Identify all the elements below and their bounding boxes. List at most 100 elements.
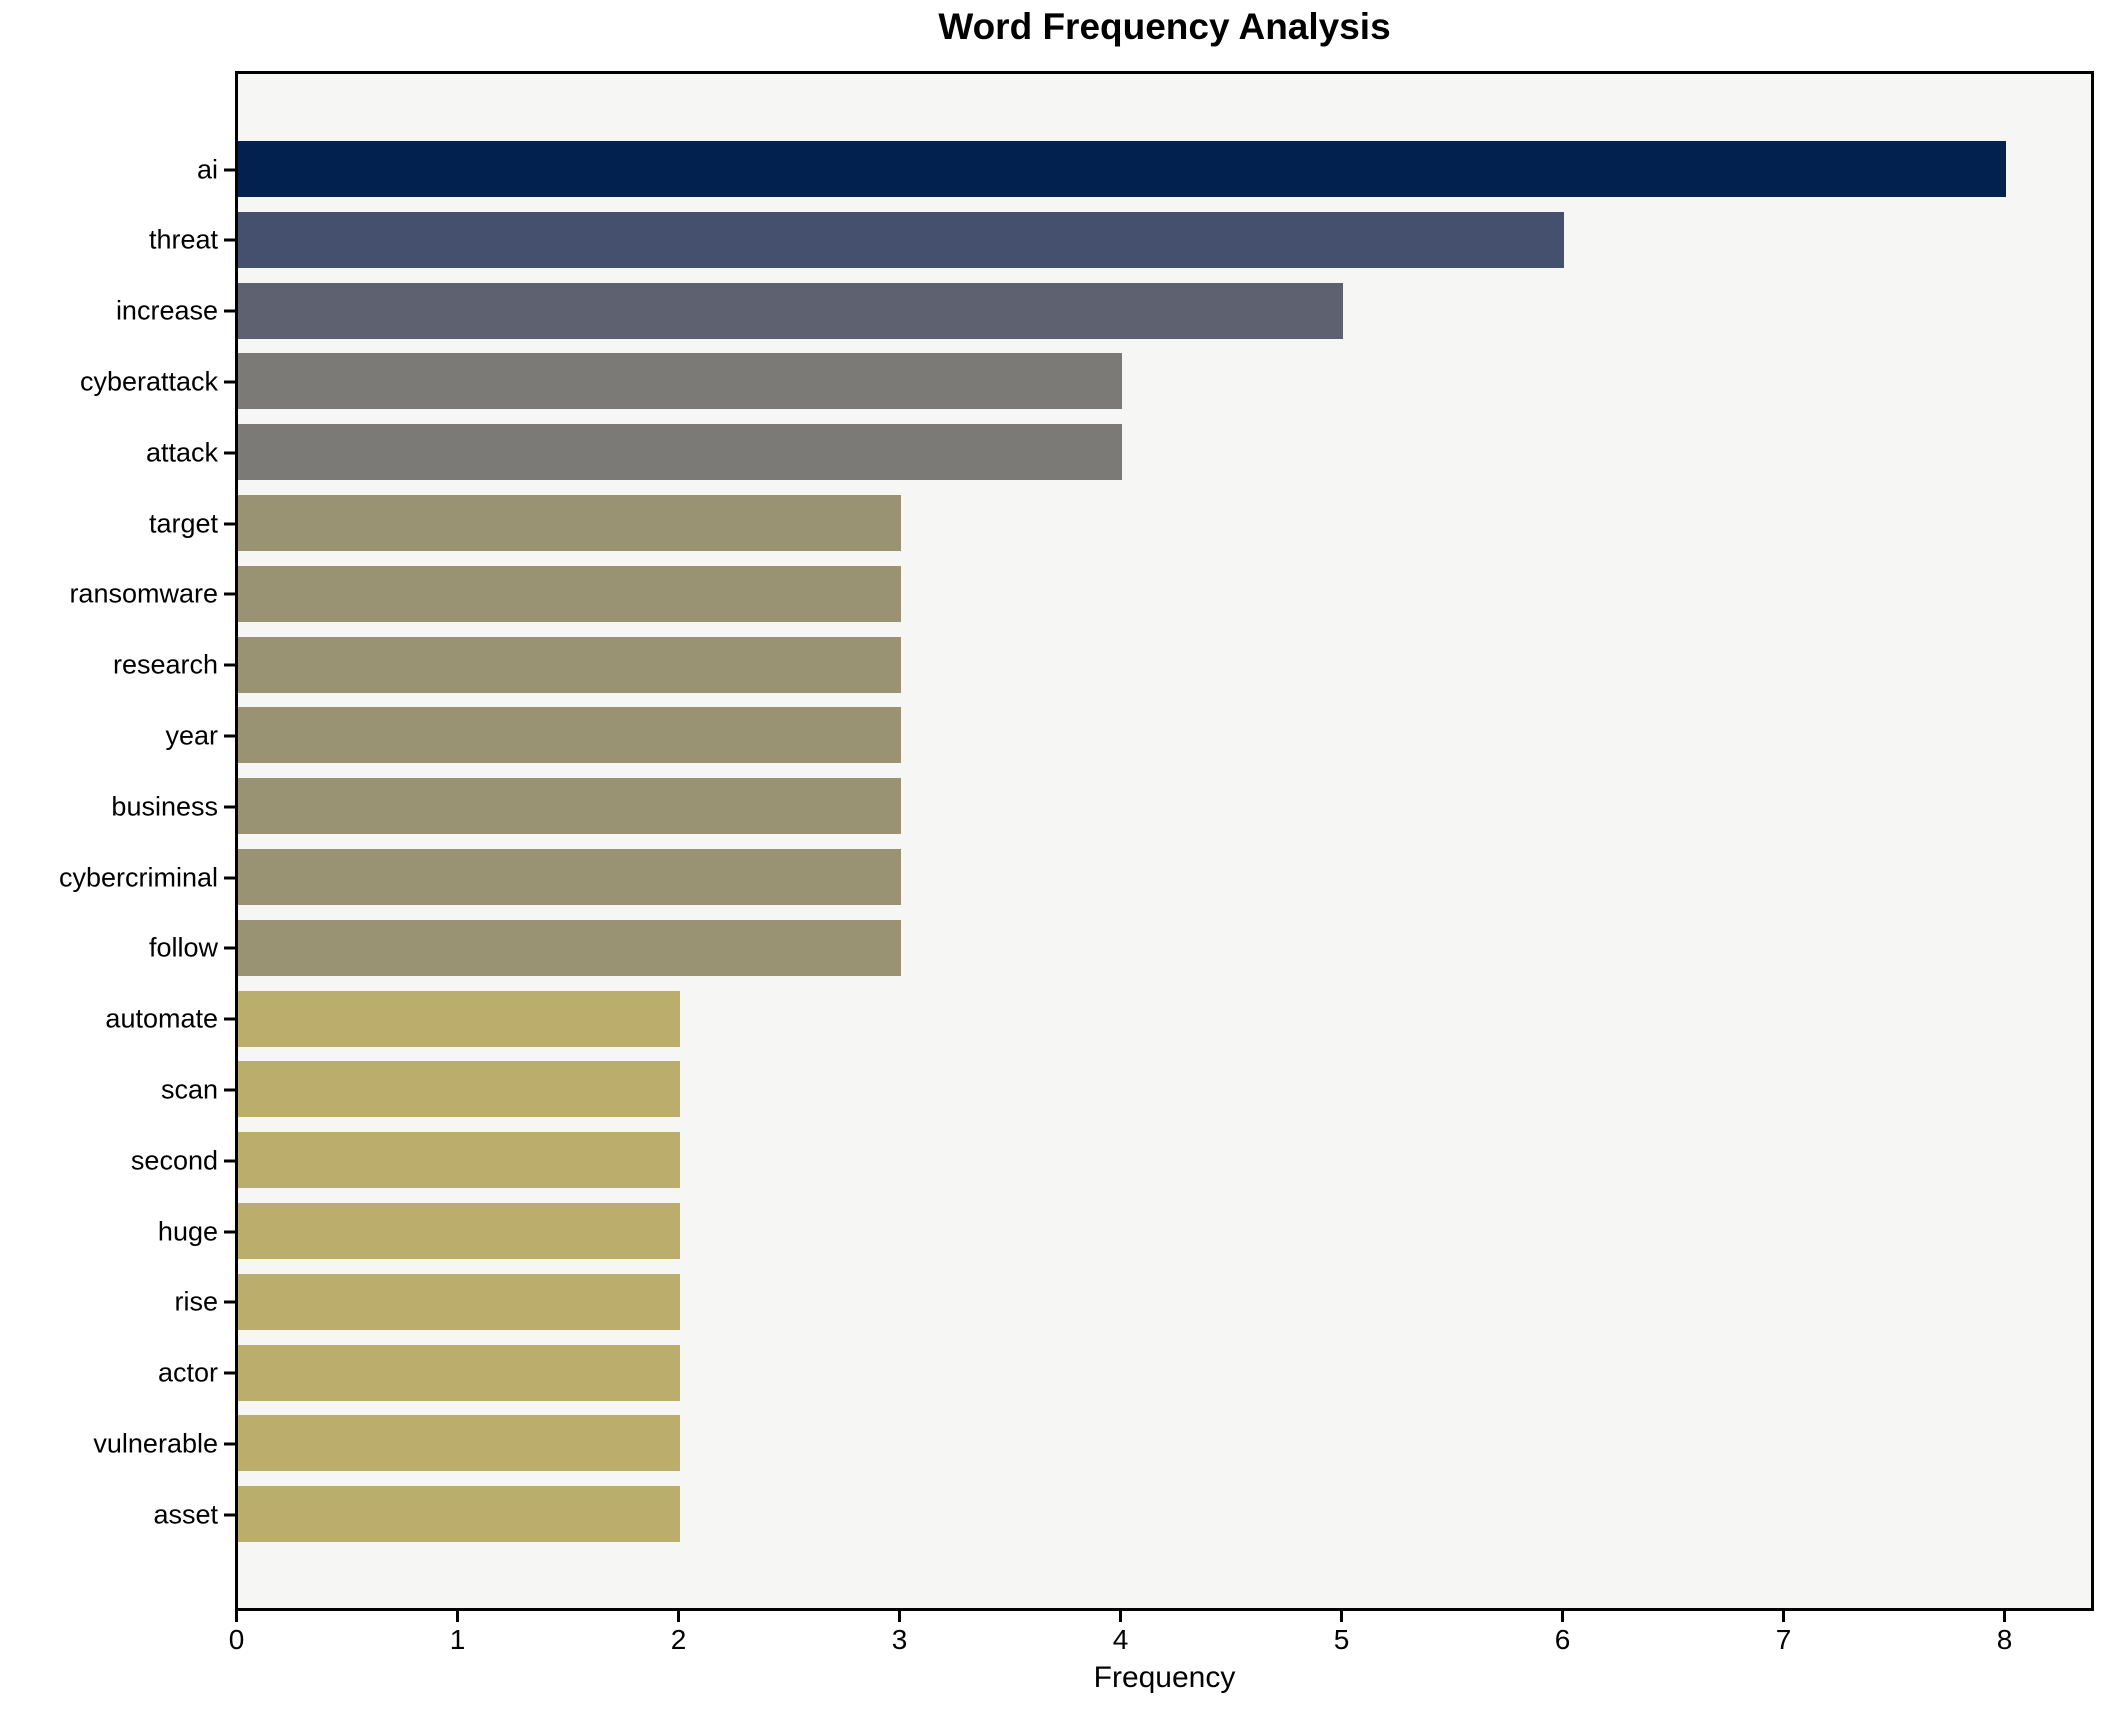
y-tick-mark	[224, 1371, 235, 1375]
x-tick-label: 4	[1112, 1624, 1129, 1655]
category-label: follow	[148, 932, 218, 963]
y-tick-mark	[224, 805, 235, 809]
frequency-bar	[238, 353, 1122, 410]
y-tick-mark	[224, 168, 235, 171]
chart-title: Word Frequency Analysis	[938, 6, 1391, 47]
x-tick-mark	[2003, 1611, 2006, 1622]
frequency-bar	[238, 707, 901, 764]
y-tick-mark	[224, 1088, 235, 1092]
bar-row: business	[0, 771, 2115, 842]
bar-row: research	[0, 630, 2115, 701]
y-tick-mark	[224, 876, 235, 879]
x-tick-label: 7	[1775, 1624, 1792, 1655]
frequency-bar	[238, 1061, 680, 1118]
frequency-bar	[238, 1132, 680, 1189]
frequency-bar	[238, 1273, 680, 1330]
bar-row: scan	[0, 1054, 2115, 1125]
bar-row: ai	[0, 134, 2115, 205]
x-tick-label: 0	[228, 1624, 245, 1655]
category-label: scan	[160, 1074, 218, 1105]
bar-row: vulnerable	[0, 1408, 2115, 1479]
y-tick-mark	[224, 309, 235, 313]
frequency-bar	[238, 424, 1122, 481]
frequency-bar	[238, 849, 901, 905]
category-label: increase	[115, 295, 218, 326]
category-label: threat	[148, 224, 218, 255]
x-tick-label: 1	[449, 1624, 466, 1655]
y-tick-mark	[224, 1230, 235, 1233]
x-tick-mark	[235, 1611, 238, 1622]
category-label: actor	[157, 1357, 218, 1388]
y-tick-mark	[224, 1513, 235, 1517]
frequency-bar	[238, 1486, 680, 1543]
x-tick-label: 3	[891, 1624, 908, 1655]
bar-row: rise	[0, 1267, 2115, 1338]
y-tick-mark	[224, 734, 235, 738]
bar-row: automate	[0, 984, 2115, 1055]
x-tick-mark	[1340, 1611, 1343, 1622]
category-label: asset	[153, 1499, 218, 1530]
x-tick-label: 6	[1554, 1624, 1571, 1655]
category-label: vulnerable	[93, 1428, 218, 1459]
frequency-bar	[238, 211, 1564, 268]
x-tick-mark	[456, 1611, 459, 1622]
bar-row: actor	[0, 1338, 2115, 1409]
frequency-bar	[238, 990, 680, 1047]
bar-row: cybercriminal	[0, 842, 2115, 913]
category-label: ransomware	[69, 578, 218, 609]
bar-row: ransomware	[0, 559, 2115, 630]
bar-row: follow	[0, 913, 2115, 984]
frequency-bar	[238, 919, 901, 976]
frequency-bar	[238, 636, 901, 693]
bar-row: target	[0, 488, 2115, 559]
frequency-bar	[238, 565, 901, 622]
y-tick-mark	[224, 1442, 235, 1446]
y-tick-mark	[224, 238, 235, 242]
category-label: ai	[196, 154, 218, 184]
category-label: huge	[157, 1216, 218, 1246]
y-tick-mark	[224, 592, 235, 596]
bar-row: year	[0, 700, 2115, 771]
bar-row: huge	[0, 1196, 2115, 1267]
category-label: attack	[145, 437, 218, 468]
frequency-bar	[238, 495, 901, 551]
bar-row: attack	[0, 417, 2115, 488]
x-tick-label: 2	[670, 1624, 687, 1655]
category-label: year	[165, 720, 218, 751]
frequency-bar	[238, 141, 2006, 197]
x-tick-label: 5	[1333, 1624, 1350, 1655]
category-label: target	[148, 508, 218, 538]
frequency-bar	[238, 282, 1343, 339]
category-label: cyberattack	[79, 366, 218, 397]
frequency-bar	[238, 1344, 680, 1401]
bar-row: threat	[0, 205, 2115, 276]
x-tick-mark	[677, 1611, 680, 1622]
category-label: rise	[174, 1286, 218, 1317]
category-label: second	[130, 1145, 218, 1176]
x-tick-label: 8	[1996, 1624, 2013, 1655]
bar-row: increase	[0, 276, 2115, 347]
x-tick-mark	[898, 1611, 901, 1622]
category-label: business	[111, 791, 218, 822]
x-tick-mark	[1119, 1611, 1122, 1622]
frequency-bar	[238, 778, 901, 835]
bar-row: second	[0, 1125, 2115, 1196]
y-tick-mark	[224, 522, 235, 525]
y-tick-mark	[224, 663, 235, 667]
category-label: cybercriminal	[58, 862, 218, 892]
y-tick-mark	[224, 380, 235, 384]
y-tick-mark	[224, 1017, 235, 1021]
y-tick-mark	[224, 451, 235, 455]
frequency-bar	[238, 1415, 680, 1472]
x-tick-mark	[1782, 1611, 1785, 1622]
frequency-bar	[238, 1203, 680, 1259]
bar-row: cyberattack	[0, 346, 2115, 417]
x-tick-mark	[1561, 1611, 1564, 1622]
y-tick-mark	[224, 1300, 235, 1304]
bars-container: ai threat increase cyberattack attack target r…	[0, 134, 2115, 1550]
category-label: automate	[105, 1003, 218, 1034]
category-label: research	[112, 649, 218, 680]
y-tick-mark	[224, 946, 235, 950]
bar-row: asset	[0, 1479, 2115, 1550]
